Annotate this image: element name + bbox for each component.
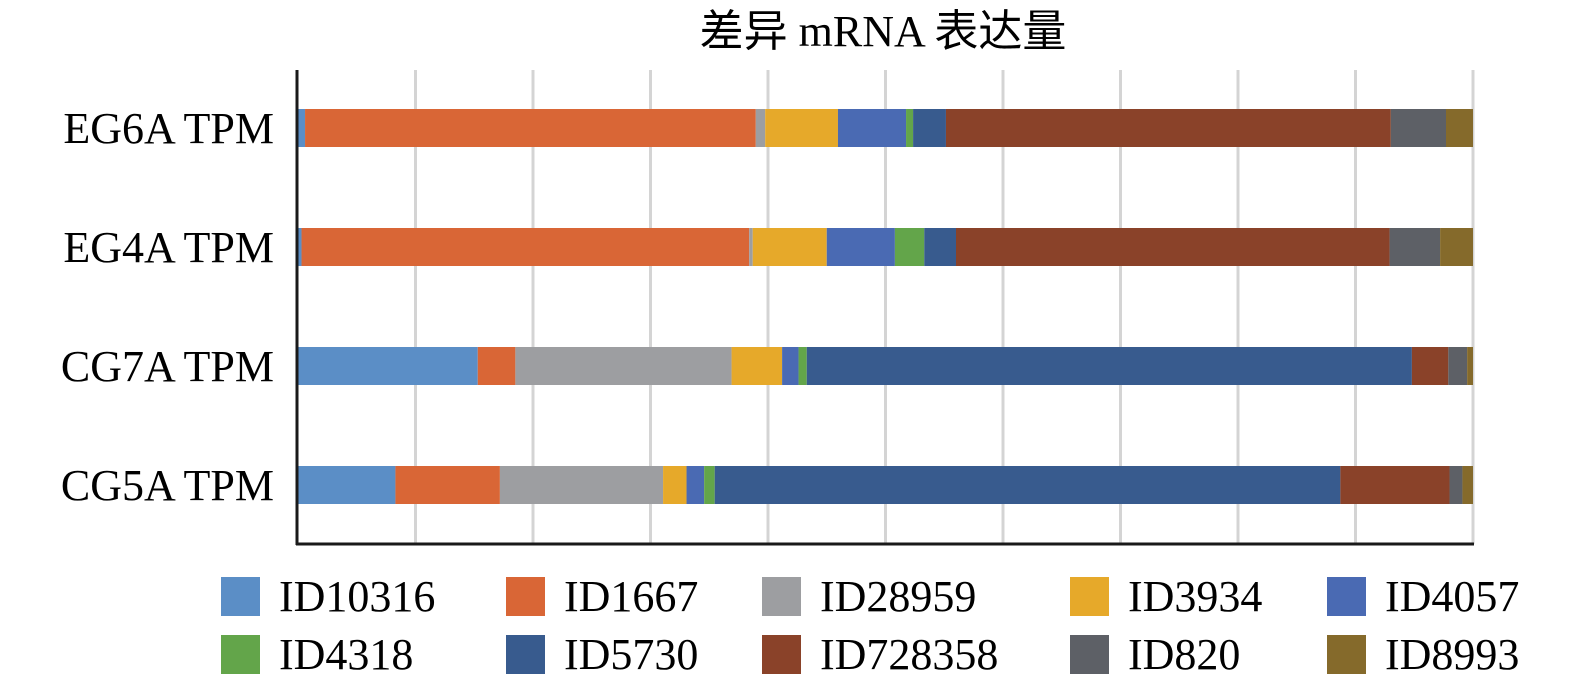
bar-segment-id820 [1448,347,1468,385]
legend-label: ID28959 [820,572,976,621]
bar-segment-id5730 [714,466,1341,504]
gridlines [414,70,1475,544]
legend-item-id820: ID820 [1070,630,1240,679]
bar-segment-id5730 [924,228,956,266]
bar-segment-id28959 [755,109,766,147]
legend-swatch [1327,635,1366,674]
bar-segment-id1667 [301,228,750,266]
legend-label: ID4318 [279,630,413,679]
bar-segment-id4057 [837,109,907,147]
chart-title: 差异 mRNA 表达量 [700,7,1067,56]
category-labels: EG6A TPM EG4A TPM CG7A TPM CG5A TPM [61,104,274,510]
legend-item-id8993: ID8993 [1327,630,1519,679]
bar-segment-id1667 [305,109,756,147]
bar-segment-id1667 [395,466,500,504]
bar-segment-id8993 [1462,466,1473,504]
legend-item-id4318: ID4318 [221,630,413,679]
category-label: CG7A TPM [61,342,274,391]
legend-label: ID8993 [1385,630,1519,679]
legend-label: ID10316 [279,572,435,621]
legend-swatch [506,577,545,616]
category-label: EG6A TPM [63,104,274,153]
legend-item-id1667: ID1667 [506,572,698,621]
bar-segment-id4318 [906,109,914,147]
bar-segment-id28959 [499,466,664,504]
bar-segment-id820 [1389,228,1441,266]
legend-item-id5730: ID5730 [506,630,698,679]
bar-segment-id8993 [1446,109,1473,147]
legend-item-id4057: ID4057 [1327,572,1519,621]
bar-segment-id4057 [782,347,799,385]
category-label: CG5A TPM [61,461,274,510]
bar-segment-id10316 [298,109,306,147]
bar-segment-id3934 [765,109,838,147]
bars [298,109,1473,504]
bar-segment-id5730 [806,347,1412,385]
bar-segment-id4057 [686,466,705,504]
bar-segment-id820 [1390,109,1447,147]
legend-swatch [1070,577,1109,616]
legend-item-id3934: ID3934 [1070,572,1262,621]
bar-segment-id4318 [704,466,715,504]
bar-group-cg7a-tpm [298,347,1473,385]
legend-swatch [1070,635,1109,674]
bar-segment-id10316 [298,228,302,266]
legend-swatch [762,577,801,616]
legend-swatch [221,577,260,616]
legend-item-id728358: ID728358 [762,630,998,679]
legend-label: ID4057 [1385,572,1519,621]
legend-item-id28959: ID28959 [762,572,976,621]
bar-segment-id10316 [298,347,478,385]
bar-group-eg4a-tpm [298,228,1473,266]
bar-segment-id728358 [1411,347,1449,385]
bar-segment-id5730 [913,109,946,147]
legend-label: ID820 [1128,630,1240,679]
bar-segment-id10316 [298,466,396,504]
legend-label: ID3934 [1128,572,1262,621]
bar-segment-id28959 [749,228,753,266]
bar-group-cg5a-tpm [298,466,1473,504]
legend-swatch [221,635,260,674]
legend-swatch [1327,577,1366,616]
legend-label: ID5730 [564,630,698,679]
bar-segment-id728358 [956,228,1390,266]
legend-label: ID1667 [564,572,698,621]
bar-segment-id3934 [663,466,687,504]
bar-segment-id3934 [731,347,783,385]
legend-item-id10316: ID10316 [221,572,435,621]
bar-segment-id1667 [477,347,516,385]
legend-label: ID728358 [820,630,998,679]
bar-segment-id8993 [1467,347,1473,385]
bar-segment-id4057 [826,228,895,266]
bar-segment-id3934 [752,228,827,266]
legend: ID10316 ID1667 ID28959 ID3934 ID4057 ID4318 ID… [221,572,1519,679]
category-label: EG4A TPM [63,223,274,272]
legend-swatch [762,635,801,674]
bar-segment-id28959 [515,347,732,385]
bar-segment-id4318 [798,347,807,385]
bar-segment-id8993 [1440,228,1473,266]
bar-segment-id728358 [1340,466,1450,504]
legend-swatch [506,635,545,674]
bar-segment-id4318 [894,228,925,266]
bar-group-eg6a-tpm [298,109,1473,147]
bar-segment-id728358 [945,109,1391,147]
bar-segment-id820 [1449,466,1463,504]
